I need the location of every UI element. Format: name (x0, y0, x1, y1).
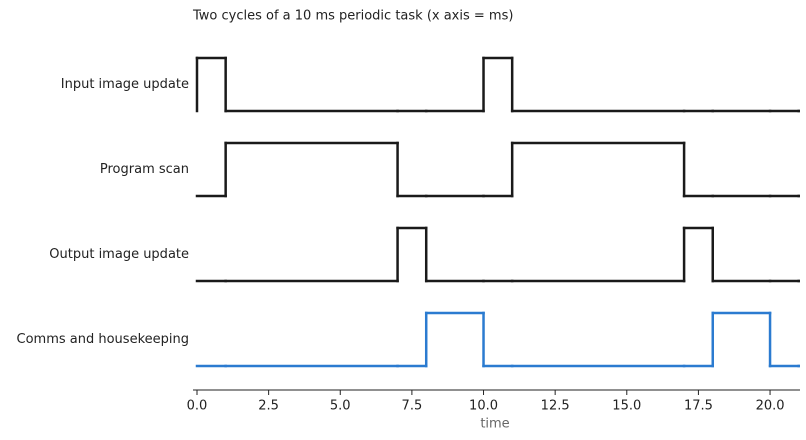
x-axis-label: time (480, 417, 509, 432)
x-tick-label: 7.5 (402, 399, 423, 414)
x-tick-label: 17.5 (684, 399, 713, 414)
x-tick-label: 12.5 (541, 399, 570, 414)
x-tick-label: 15.0 (612, 399, 641, 414)
x-tick-label: 20.0 (756, 399, 785, 414)
legend-label: Output image update (49, 247, 189, 262)
x-tick-label: 2.5 (258, 399, 279, 414)
legend-label: Comms and housekeeping (17, 332, 189, 347)
x-tick-label: 5.0 (330, 399, 351, 414)
chart-title: Two cycles of a 10 ms periodic task (x a… (192, 9, 513, 24)
x-tick-label: 0.0 (187, 399, 208, 414)
x-tick-label: 10.0 (469, 399, 498, 414)
legend-label: Input image update (61, 77, 189, 92)
legend-label: Program scan (100, 162, 189, 177)
